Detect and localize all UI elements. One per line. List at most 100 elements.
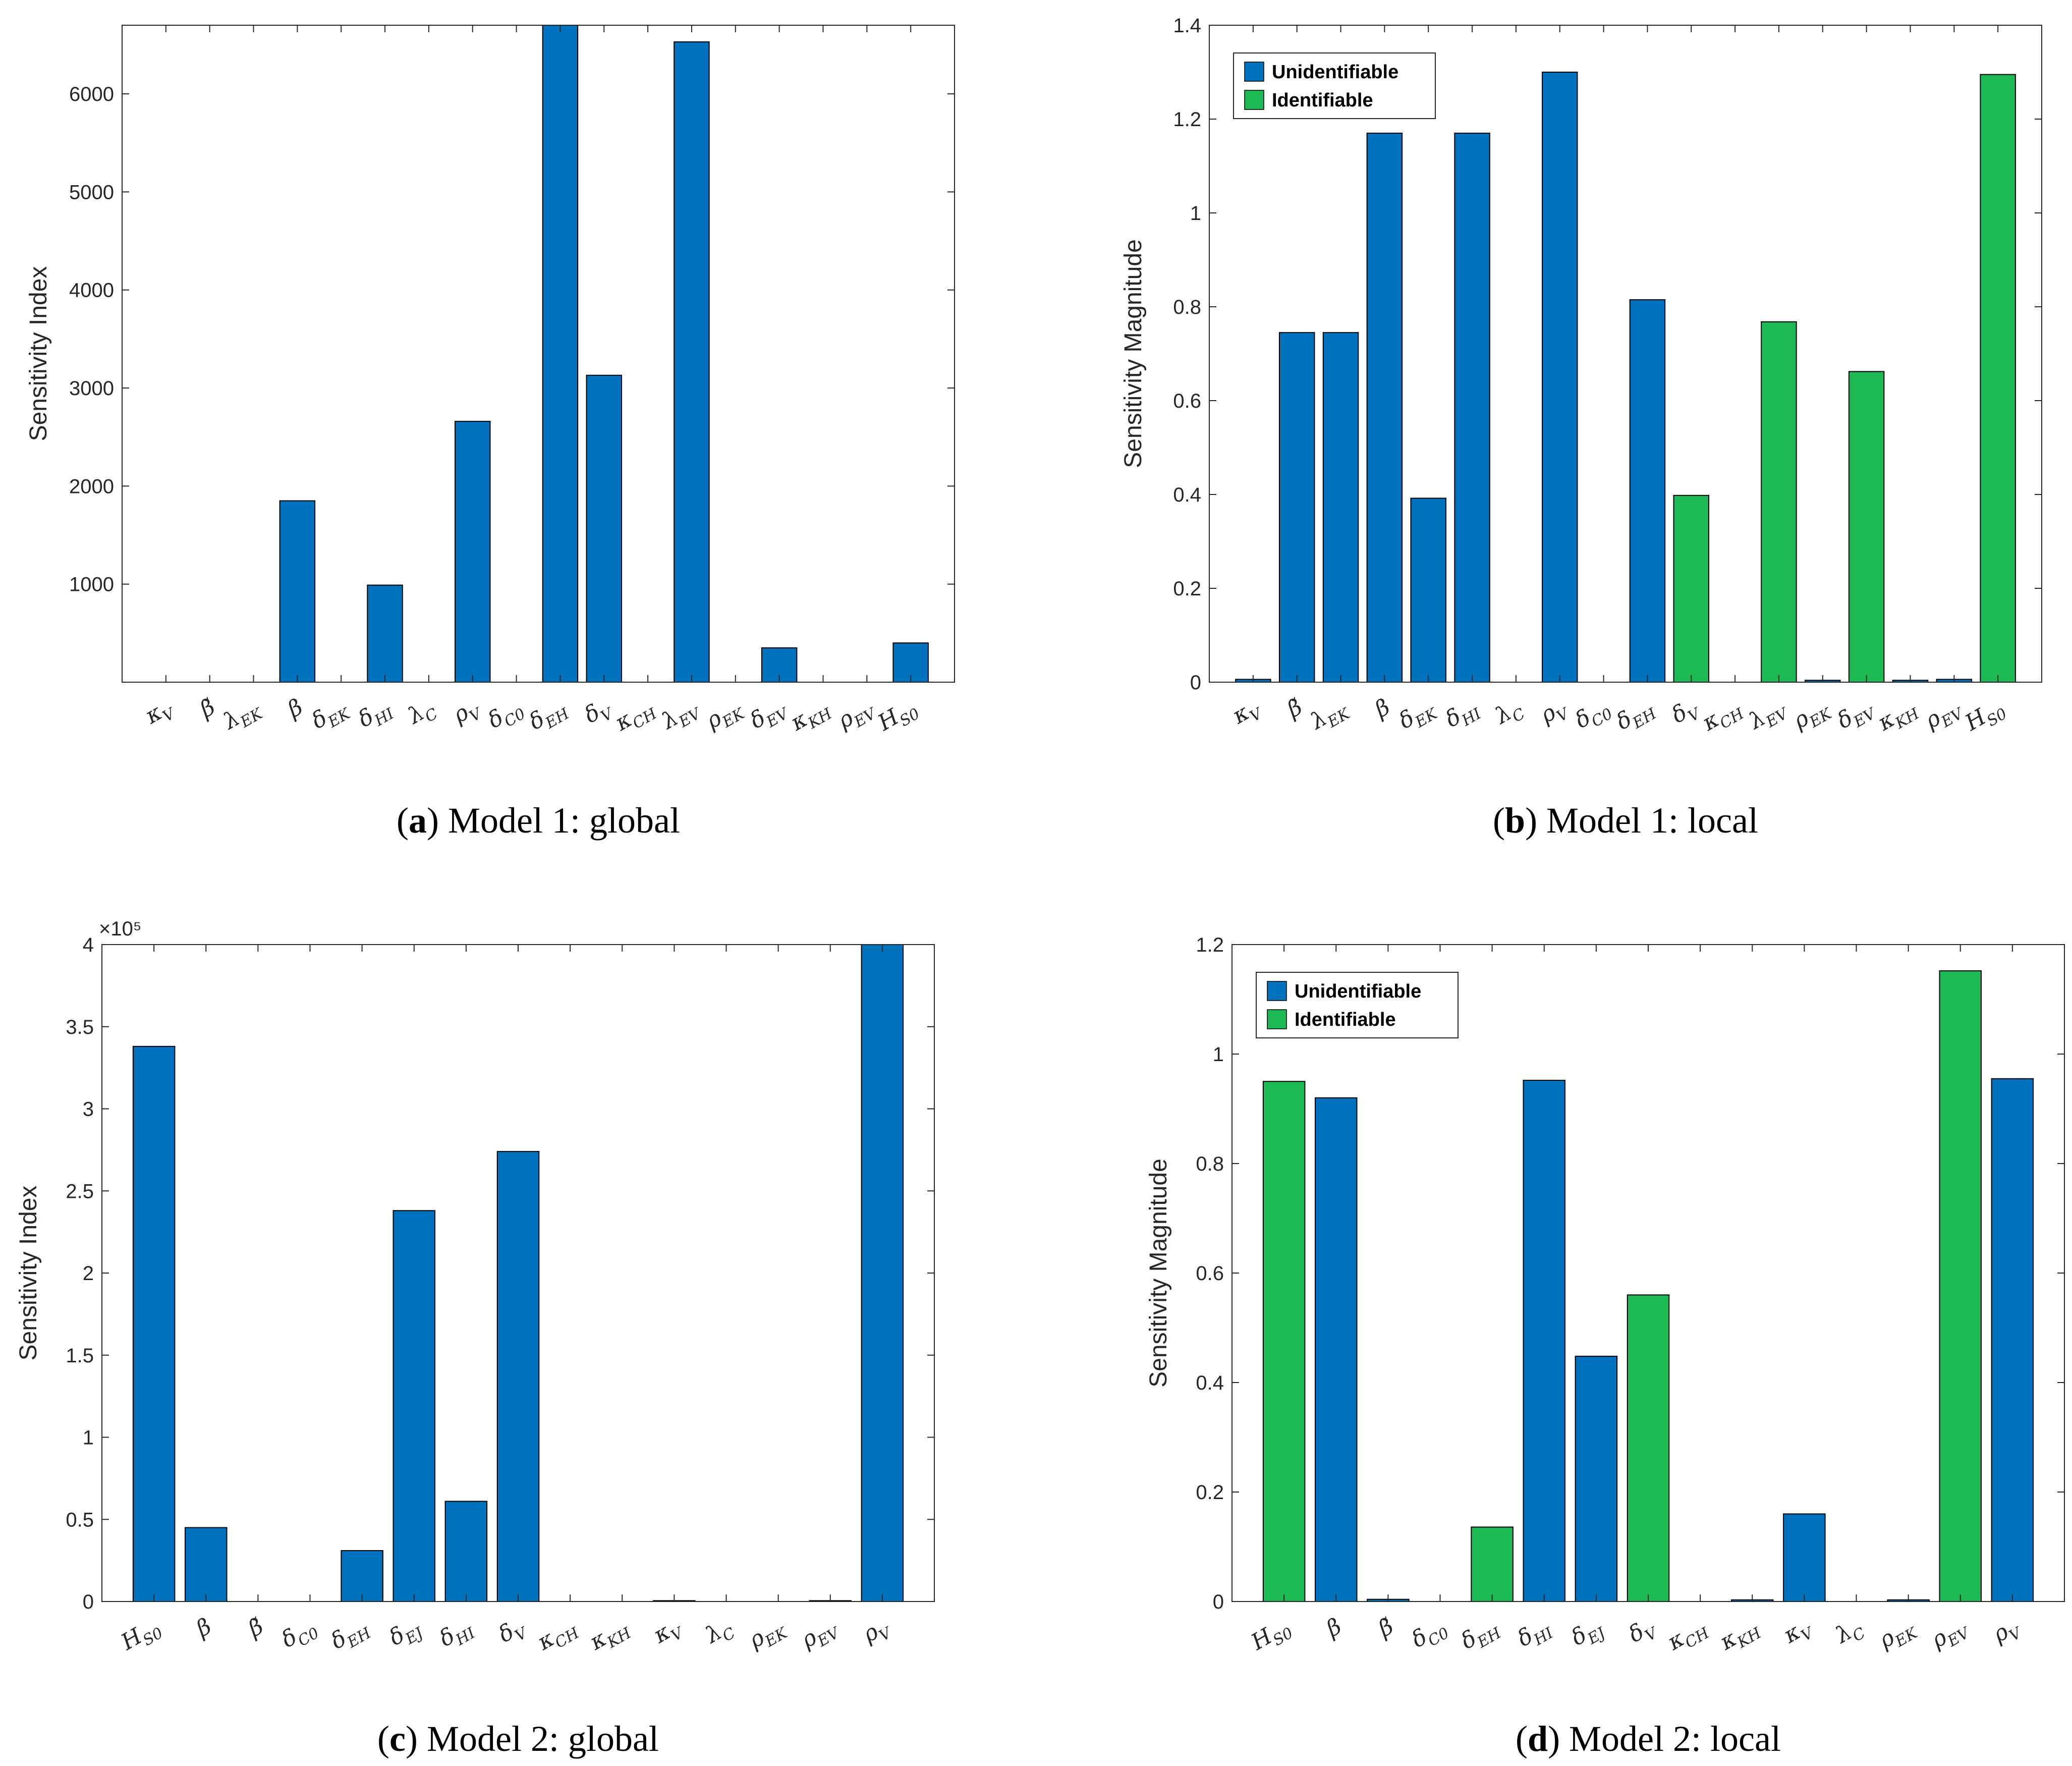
xtick-label-d-14: ρV [1988, 1613, 2026, 1652]
xtick-label-a-1: β̃ [195, 694, 219, 723]
xtick-label-d-10: κV [1779, 1613, 1818, 1652]
xtick-label-b-0: κV [1227, 693, 1267, 733]
chart-panel-b: 0 0.2 0.4 0.6 0.8 1 1.2 1.4 κV β̃λEK β δEK δHI λC ρVδC… [1120, 15, 2042, 740]
xtick-label-a-2: λEK [218, 694, 266, 739]
xtick-label-c-9: κKH [585, 1613, 635, 1660]
chart-panel-a: 1000 2000 3000 4000 5000 6000 κV β̃λEK β δEK δHI λC… [25, 25, 955, 740]
bar-c-1 [185, 1527, 228, 1602]
ytick-label-c-0: 0 [83, 1591, 94, 1613]
xtick-label-d-1: β [1321, 1613, 1346, 1642]
xtick-label-a-4: δEK [307, 694, 354, 738]
bar-a-12 [674, 41, 710, 683]
bar-b-7 [1542, 72, 1578, 683]
xtick-label-a-6: λC [403, 694, 441, 733]
caption-b: (b) Model 1: local [1493, 800, 1758, 841]
xtick-label-a-13: ρEK [701, 694, 748, 738]
ylabel-b: Sensitivity Magnitude [1120, 239, 1147, 468]
ylabel-c: Sensitivity Index [15, 1186, 42, 1361]
ylabel-d: Sensitivity Magnitude [1145, 1158, 1172, 1388]
bar-b-2 [1322, 332, 1359, 683]
xtick-label-b-14: δEV [1833, 693, 1880, 738]
bar-c-4 [341, 1550, 383, 1602]
ytick-label-b-7: 1.4 [1173, 15, 1201, 37]
xtick-label-c-11: λC [700, 1613, 739, 1652]
xtick-label-d-3: δC0 [1407, 1613, 1452, 1657]
ytick-label-d-2: 0.4 [1196, 1372, 1224, 1394]
bar-b-12 [1761, 321, 1797, 683]
xtick-label-c-3: δC0 [277, 1613, 322, 1657]
xtick-label-b-3: β [1370, 694, 1394, 723]
xtick-label-d-12: ρEK [1874, 1613, 1921, 1658]
ytick-label-c-5: 2.5 [66, 1180, 94, 1202]
legend-entry-d-0: Unidentifiable [1295, 981, 1421, 1002]
bar-d-7 [1627, 1294, 1670, 1602]
ytick-label-a-4: 5000 [69, 181, 114, 203]
xtick-label-c-13: ρEV [797, 1613, 844, 1658]
xtick-label-d-5: δHI [1513, 1613, 1557, 1656]
ytick-label-d-6: 1.2 [1196, 934, 1224, 956]
ytick-label-a-1: 2000 [69, 475, 114, 498]
legend-entry-b-0: Unidentifiable [1272, 62, 1398, 83]
xtick-label-b-1: β̃ [1282, 694, 1307, 723]
xtick-label-a-14: δEV [746, 693, 793, 738]
ytick-label-a-3: 4000 [69, 280, 114, 302]
ytick-label-b-6: 1.2 [1173, 108, 1201, 131]
xtick-label-c-12: ρEK [744, 1613, 791, 1658]
caption-d: (d) Model 2: local [1516, 1719, 1781, 1759]
xtick-label-b-8: δC0 [1571, 694, 1615, 737]
legend-box-d [1256, 972, 1459, 1038]
xtick-label-a-9: δEH [525, 694, 573, 739]
xtick-label-b-17: HS0 [1961, 694, 2010, 740]
bar-d-14 [1991, 1078, 2034, 1602]
ytick-label-c-8: 4 [83, 934, 94, 956]
caption-a: (a) Model 1: global [397, 800, 680, 841]
ytick-label-b-0: 0 [1190, 672, 1201, 694]
ytick-label-d-1: 0.2 [1196, 1481, 1224, 1504]
xtick-label-d-4: δEH [1457, 1613, 1504, 1659]
ytick-label-c-7: 3.5 [66, 1016, 94, 1038]
caption-c: (c) Model 2: global [377, 1719, 659, 1759]
ytick-label-d-4: 0.8 [1196, 1153, 1224, 1175]
xtick-label-b-11: κCH [1698, 694, 1748, 740]
bar-c-0 [132, 1045, 176, 1602]
plot-area-a [122, 25, 955, 683]
xtick-label-b-4: δEK [1394, 694, 1441, 738]
xtick-label-a-5: δHI [354, 694, 398, 737]
ytick-label-d-0: 0 [1213, 1591, 1224, 1613]
ytick-label-b-5: 1 [1190, 202, 1201, 225]
ytick-label-d-3: 0.6 [1196, 1262, 1224, 1285]
xtick-label-b-15: κKH [1873, 694, 1923, 740]
chart-panel-c: 0 0.5 1 1.5 2 2.5 3 3.5 4 HS0 β β̃ δC0 δEH δEJ δHI δV κCH… [15, 918, 935, 1660]
xtick-label-d-9: κKH [1715, 1613, 1765, 1660]
xtick-label-d-13: ρEV [1927, 1613, 1974, 1658]
xtick-label-b-12: λEV [1744, 693, 1793, 739]
bar-d-13 [1939, 970, 1982, 1602]
bar-d-1 [1315, 1097, 1358, 1603]
xtick-label-b-5: δHI [1441, 694, 1485, 737]
xtick-label-c-7: δV [494, 1613, 532, 1652]
xtick-label-c-10: κV [649, 1613, 688, 1652]
legend-b: Unidentifiable Identifiable [1233, 52, 1436, 119]
ytick-label-a-0: 1000 [69, 574, 114, 596]
xtick-label-b-16: ρEV [1920, 693, 1968, 738]
xtick-label-a-3: β [283, 694, 307, 723]
xtick-label-d-11: λC [1830, 1613, 1869, 1652]
xtick-label-d-2: β̃ [1373, 1613, 1398, 1642]
ytick-label-c-2: 1 [83, 1427, 94, 1449]
xtick-label-c-6: δHI [435, 1613, 479, 1656]
bar-b-3 [1366, 132, 1403, 683]
legend-swatch-b-0 [1244, 62, 1264, 82]
ytick-label-c-1: 0.5 [66, 1509, 94, 1531]
bar-b-5 [1454, 132, 1490, 683]
xtick-label-b-9: δEH [1612, 694, 1660, 739]
chart-panel-d: 0 0.2 0.4 0.6 0.8 1 1.2 HS0 β β̃ δC0 δEH δHI δEJ δV κCH… [1145, 934, 2065, 1660]
xtick-label-a-11: κCH [610, 694, 660, 740]
xtick-label-b-7: ρV [1536, 693, 1574, 733]
bar-a-7 [455, 421, 491, 683]
bar-d-5 [1523, 1080, 1565, 1603]
bar-c-14 [861, 944, 904, 1602]
xtick-label-c-1: β [191, 1613, 215, 1642]
bar-b-10 [1673, 494, 1710, 683]
xtick-label-c-2: β̃ [243, 1613, 268, 1642]
